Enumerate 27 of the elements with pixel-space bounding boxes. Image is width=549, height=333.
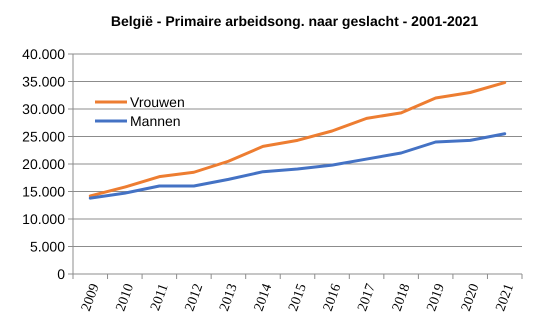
x-tick-label: 2015 xyxy=(286,282,310,314)
x-tick-label: 2021 xyxy=(493,282,518,314)
y-tick-label: 25.000 xyxy=(22,128,66,144)
x-tick-label: 2017 xyxy=(355,282,379,314)
y-tick-label: 15.000 xyxy=(22,183,66,200)
x-tick-label: 2009 xyxy=(78,282,103,314)
y-tick-label: 0 xyxy=(57,266,66,282)
x-tick-label: 2012 xyxy=(182,282,206,314)
x-tick-label: 2014 xyxy=(252,282,276,314)
x-tick-label: 2020 xyxy=(458,282,483,314)
x-tick-label: 2013 xyxy=(217,282,241,314)
y-tick-label: 10.000 xyxy=(22,210,66,227)
x-tick-label: 2018 xyxy=(390,282,414,314)
line-series xyxy=(88,81,506,198)
y-tick-label: 5.000 xyxy=(30,238,66,254)
chart-title: België - Primaire arbeidsong. naar geslacht - 2001-2021 xyxy=(110,13,478,29)
y-tick-label: 40.000 xyxy=(22,46,66,62)
y-tick-label: 30.000 xyxy=(22,100,66,117)
y-tick-label: 35.000 xyxy=(22,73,66,90)
x-tick-label: 2011 xyxy=(148,282,172,313)
line-series xyxy=(88,132,506,200)
y-tick-label: 20.000 xyxy=(22,156,66,172)
x-tick-label: 2016 xyxy=(320,282,344,314)
x-tick-label: 2019 xyxy=(424,282,448,314)
legend-label: Vrouwen xyxy=(130,94,185,110)
x-tick-label: 2010 xyxy=(114,282,138,314)
legend-label: Mannen xyxy=(130,112,181,129)
